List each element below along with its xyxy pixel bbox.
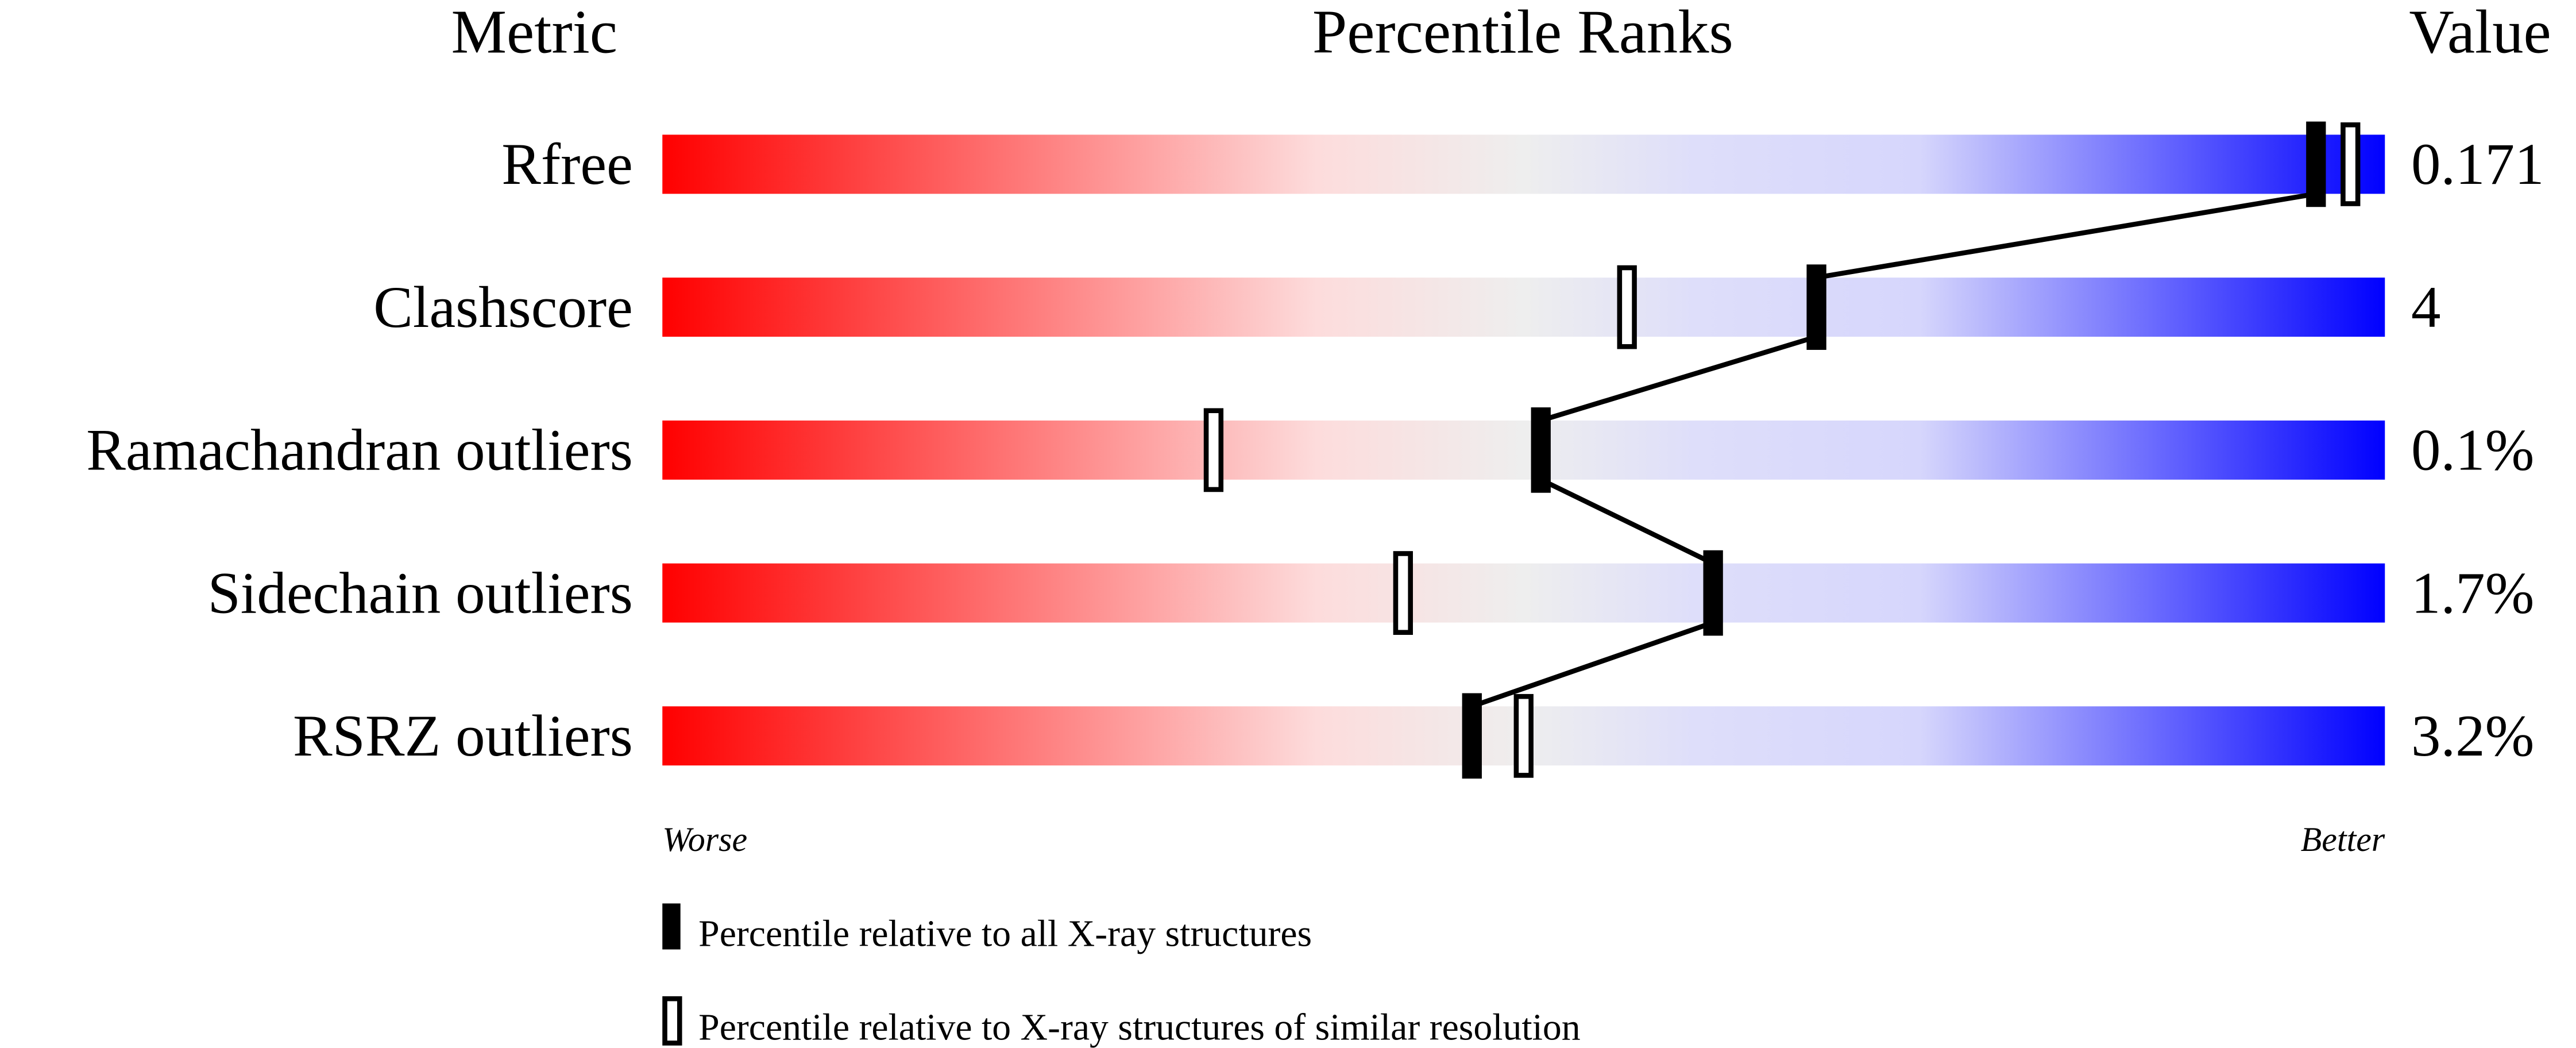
metric-label: Ramachandran outliers: [86, 418, 633, 483]
marker-all-structures: [1462, 693, 1482, 779]
marker-similar-resolution: [2341, 122, 2361, 206]
metric-value: 0.1%: [2411, 418, 2534, 483]
legend-label-similar: Percentile relative to X-ray structures …: [698, 1007, 1581, 1048]
metric-value: 1.7%: [2411, 560, 2534, 626]
legend-filled-marker: [662, 903, 681, 950]
legend-open-marker: [662, 996, 682, 1046]
marker-similar-resolution: [1393, 551, 1413, 635]
percentile-bar: [662, 563, 2385, 623]
connector-line: [1816, 191, 2317, 280]
header-metric: Metric: [451, 0, 617, 66]
metric-label: RSRZ outliers: [293, 703, 633, 769]
percentile-bar: [662, 420, 2385, 480]
metric-label: Clashscore: [373, 275, 633, 340]
metric-label: Sidechain outliers: [208, 560, 633, 626]
percentile-bar: [662, 278, 2385, 337]
legend-label-all: Percentile relative to all X-ray structu…: [698, 913, 1312, 955]
marker-similar-resolution: [1513, 693, 1534, 778]
metric-value: 0.171: [2411, 132, 2544, 197]
metric-value: 3.2%: [2411, 703, 2534, 769]
marker-similar-resolution: [1617, 265, 1637, 349]
header-percentile-ranks: Percentile Ranks: [1312, 0, 1733, 66]
better-label: Better: [2301, 820, 2385, 858]
percentile-bar: [662, 134, 2385, 194]
connector-line: [1539, 477, 1714, 566]
metric-value: 4: [2411, 275, 2440, 340]
marker-all-structures: [1806, 264, 1826, 350]
worse-label: Worse: [662, 820, 747, 858]
connector-line: [1471, 620, 1714, 709]
metric-label: Rfree: [501, 132, 633, 197]
header-value: Value: [2409, 0, 2551, 66]
connector-line: [1540, 334, 1817, 423]
marker-all-structures: [2306, 121, 2326, 207]
marker-all-structures: [1703, 550, 1723, 636]
marker-similar-resolution: [1203, 408, 1224, 492]
marker-all-structures: [1531, 407, 1551, 493]
